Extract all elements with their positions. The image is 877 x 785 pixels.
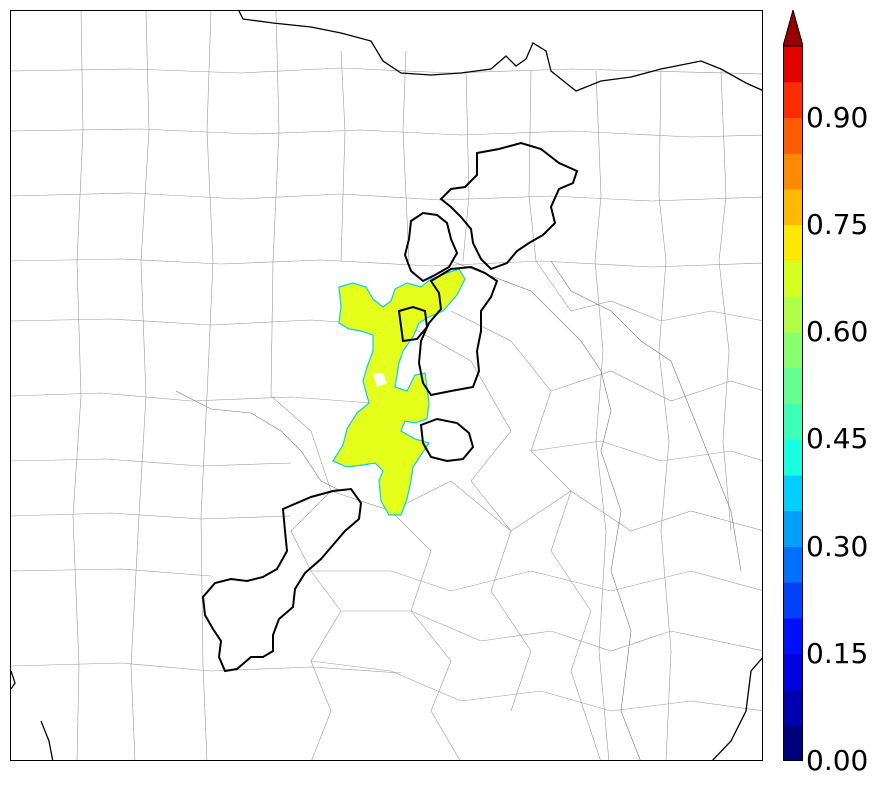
colorbar-band [783, 367, 803, 404]
county-boundaries [11, 11, 762, 760]
colorbar-extend-arrow [783, 10, 803, 47]
colorbar-band [783, 439, 803, 476]
colorbar-band [783, 153, 803, 190]
colorbar-band [783, 618, 803, 655]
colorbar [783, 10, 803, 761]
colorbar-band [783, 260, 803, 297]
colorbar-tick-label: 0.90 [806, 100, 869, 134]
colorbar-band [783, 725, 803, 761]
colorbar-band [783, 403, 803, 440]
colorbar-outline [783, 45, 803, 761]
colorbar-band [783, 117, 803, 154]
colorbar-band [783, 475, 803, 512]
colorbar-band [783, 510, 803, 547]
colorbar-band [783, 689, 803, 726]
colorbar-tick-label: 0.75 [806, 207, 869, 241]
colorbar-band [783, 582, 803, 619]
colorbar-band [783, 46, 803, 83]
colorbar-band [783, 546, 803, 583]
colorbar-band [783, 189, 803, 226]
colorbar-tick-label: 0.00 [806, 744, 869, 777]
colorbar-band [783, 81, 803, 118]
colorbar-band [783, 224, 803, 261]
colorbar-tick-label: 0.30 [806, 529, 869, 563]
map-panel [10, 10, 763, 761]
river-lines [175, 260, 742, 760]
state-boundary [11, 11, 762, 760]
colorbar-band [783, 653, 803, 690]
colorbar-tick-label: 0.15 [806, 636, 869, 670]
colorbar-band [783, 296, 803, 333]
colorbar-band [783, 332, 803, 369]
threshold-outlines [201, 141, 579, 673]
colorbar-tick-label: 0.45 [806, 422, 869, 456]
colorbar-tick-label: 0.60 [806, 315, 869, 348]
